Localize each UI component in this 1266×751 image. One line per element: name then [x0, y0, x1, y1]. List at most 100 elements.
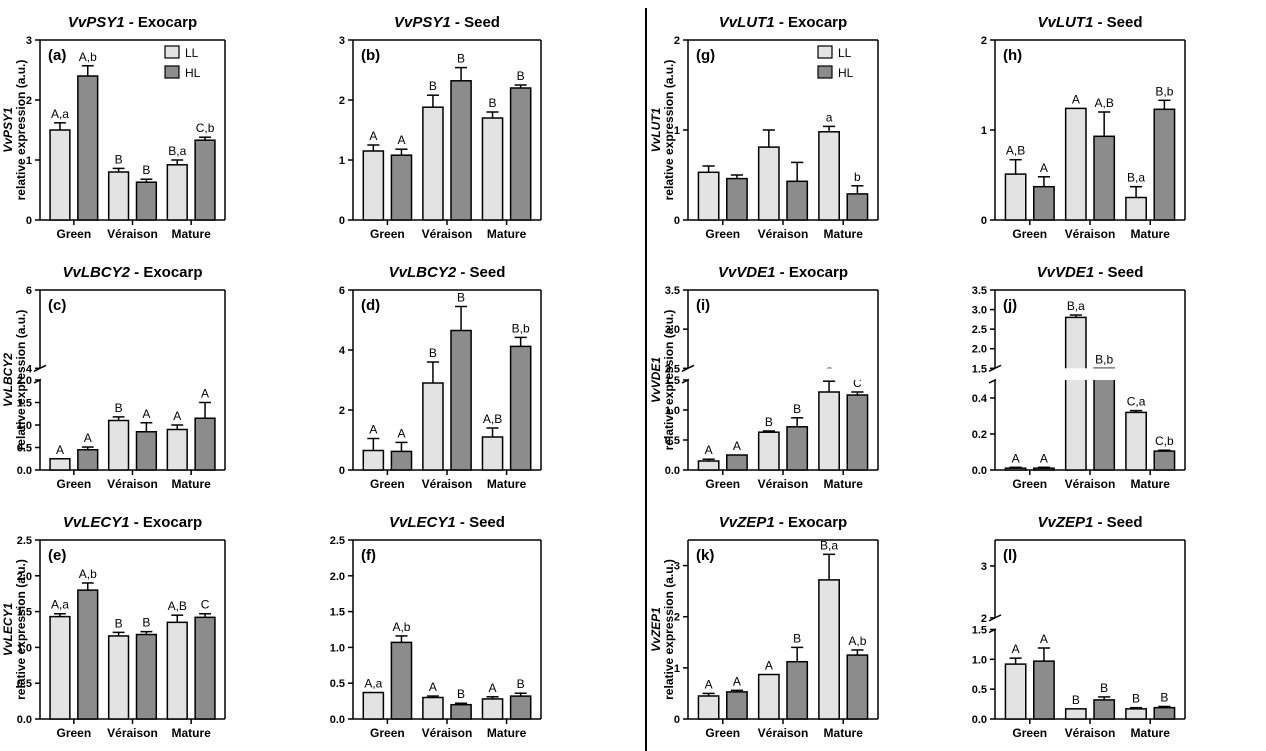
- bar-hl: [135, 633, 158, 720]
- bar-hl: [77, 75, 99, 221]
- y-tick-label: 0.0: [330, 714, 345, 726]
- y-tick-label: 2.5: [330, 535, 345, 547]
- panel-title-gene: VvLECY1: [389, 514, 456, 531]
- data-label: A: [84, 431, 92, 445]
- y-tick-label: 1: [339, 155, 345, 167]
- panel-title-tissue: - Seed: [451, 14, 500, 31]
- bar-hl: [135, 431, 158, 471]
- bar-hl: [194, 139, 216, 221]
- panel-label: (f): [361, 547, 376, 564]
- y-tick-label: 0.5: [665, 435, 680, 447]
- x-tick-label: Green: [370, 726, 405, 740]
- data-label: A: [765, 659, 773, 673]
- bar-hl: [77, 589, 99, 720]
- y-tick-label: 1: [981, 125, 987, 137]
- y-tick-label: 1.0: [330, 642, 345, 654]
- data-label: A: [369, 423, 377, 437]
- data-label: A: [705, 443, 713, 457]
- y-tick-label: 0: [26, 215, 32, 227]
- y-tick-label: 2: [981, 613, 987, 625]
- x-tick-label: Mature: [171, 227, 211, 241]
- panel-title-tissue: - Seed: [1093, 514, 1142, 531]
- bar-hl: [509, 695, 532, 720]
- panel-title-gene: VvPSY1: [68, 14, 125, 31]
- y-tick-label: 1.0: [665, 405, 680, 417]
- data-label: B: [429, 79, 437, 93]
- y-tick-label: 0.5: [330, 678, 345, 690]
- y-tick-label: 0: [339, 465, 345, 477]
- bar-ll: [818, 391, 840, 471]
- y-tick-label: 1.5: [17, 398, 32, 410]
- y-axis-label: relative expression (a.u.): [662, 310, 676, 451]
- x-tick-label: Véraison: [758, 227, 809, 241]
- y-tick-label: 2.5: [665, 363, 680, 375]
- data-label: C: [201, 598, 210, 612]
- y-tick-label: 3.5: [665, 285, 680, 297]
- bar-ll: [49, 129, 71, 221]
- y-tick-label: 0.0: [17, 465, 32, 477]
- panel-label: (d): [361, 297, 380, 314]
- x-tick-label: Mature: [1131, 227, 1171, 241]
- y-tick-label: 1.5: [972, 625, 987, 637]
- y-tick-label: 0.2: [972, 429, 987, 441]
- panel-title: VvVDE1 - Seed: [1037, 264, 1144, 281]
- data-label: A,B: [1006, 144, 1025, 158]
- data-label: B: [142, 163, 150, 177]
- x-tick-label: Mature: [824, 477, 864, 491]
- data-label: B: [457, 291, 465, 305]
- x-tick-label: Green: [57, 726, 92, 740]
- y-tick-label: 2.0: [972, 344, 987, 356]
- legend-label-hl: HL: [838, 66, 854, 80]
- y-tick-label: 0: [674, 215, 680, 227]
- x-tick-label: Véraison: [758, 726, 809, 740]
- x-tick-label: Green: [1012, 726, 1047, 740]
- panel-title-gene: VvPSY1: [394, 14, 451, 31]
- panel-title-tissue: - Seed: [1094, 264, 1143, 281]
- y-tick-label: 0.5: [17, 443, 32, 455]
- panel-title-gene: VvZEP1: [1037, 514, 1093, 531]
- bar-hl: [1153, 706, 1176, 720]
- panel-title-gene: VvLUT1: [1037, 14, 1093, 31]
- data-label: A,b: [79, 567, 97, 581]
- data-label: A: [429, 680, 437, 694]
- data-label: B: [1072, 693, 1080, 707]
- bar-ll: [757, 431, 780, 471]
- bar-hl: [1153, 108, 1176, 221]
- panel-label: (e): [48, 547, 66, 564]
- bar-ll: [481, 117, 504, 221]
- y-tick-label: 4: [339, 345, 346, 357]
- data-label: A,a: [51, 598, 69, 612]
- y-tick-label: 1.0: [17, 420, 32, 432]
- data-label: B: [517, 677, 525, 691]
- bar-hl: [1153, 450, 1176, 471]
- bar-hl: [786, 426, 809, 471]
- data-label: B: [429, 346, 437, 360]
- bar-ll: [757, 673, 780, 720]
- x-tick-label: Mature: [824, 227, 864, 241]
- x-tick-label: Mature: [487, 477, 527, 491]
- legend-label-ll: LL: [185, 46, 199, 60]
- data-label: B: [142, 616, 150, 630]
- bar-hl: [846, 193, 869, 221]
- bar-hl: [786, 660, 809, 720]
- bar-ll: [1004, 663, 1027, 720]
- panel-label: (j): [1003, 297, 1017, 314]
- bar-hl: [390, 450, 413, 471]
- axis-break-gap: [996, 368, 1184, 380]
- x-tick-label: Mature: [171, 726, 211, 740]
- bar-ll: [697, 171, 720, 221]
- y-tick-label: 3.5: [972, 285, 987, 297]
- panel-f: VvLECY1 - Seed 0.0 0.5 1.0 1.5 2.0 2.5 (f) Green…: [330, 514, 542, 740]
- bar-hl: [1033, 660, 1055, 720]
- y-tick-label: 0.0: [17, 714, 32, 726]
- y-axis-label-gene: VvLUT1: [649, 107, 663, 152]
- panel-title-gene: VvZEP1: [719, 514, 775, 531]
- y-tick-label: 2: [339, 405, 345, 417]
- data-label: A: [369, 129, 377, 143]
- bar-ll: [1004, 173, 1027, 221]
- x-tick-label: Green: [705, 477, 740, 491]
- bar-ll: [757, 146, 780, 221]
- x-tick-label: Véraison: [422, 726, 473, 740]
- y-tick-label: 1.0: [972, 654, 987, 666]
